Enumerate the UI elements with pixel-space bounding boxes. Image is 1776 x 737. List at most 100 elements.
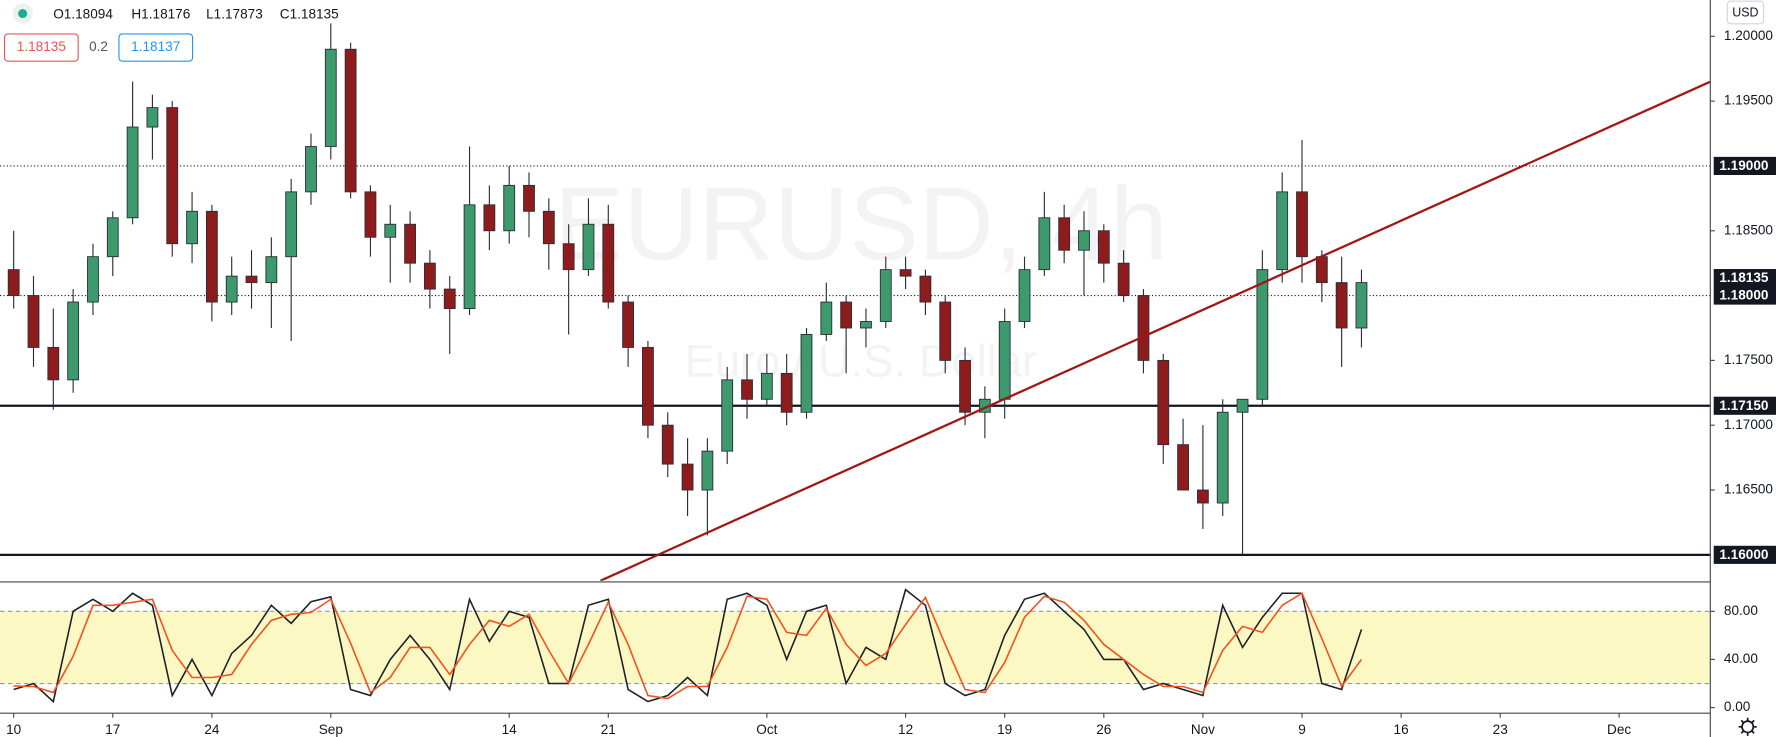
x-tick-label: Dec	[1607, 722, 1631, 737]
candle-body	[523, 184, 535, 212]
x-tick-label: Oct	[756, 722, 777, 737]
candle-body	[1335, 282, 1348, 329]
candle-body	[245, 275, 258, 284]
y-tick-label: 1.16500	[1724, 482, 1774, 497]
candle-body	[225, 275, 238, 303]
y-tick-label: 1.18500	[1724, 222, 1774, 237]
candle-body	[1276, 191, 1289, 271]
gear-teeth	[1738, 717, 1757, 736]
candle-body	[1315, 256, 1328, 284]
candle-body	[1097, 230, 1110, 264]
candle-body	[384, 223, 397, 238]
candle-body	[780, 372, 793, 413]
level-label: 1.18000	[1719, 288, 1768, 303]
candle-body	[562, 243, 575, 271]
candle-body	[166, 107, 179, 245]
x-tick-label: 19	[997, 722, 1012, 737]
candle-body	[721, 379, 734, 452]
candle-body	[998, 321, 1011, 400]
candle-body	[582, 223, 595, 271]
level-label-box	[1713, 156, 1776, 175]
candle-body	[47, 346, 60, 381]
stochastic-line	[13, 588, 1363, 704]
candle-body	[424, 262, 436, 290]
x-tick-label: 23	[1493, 722, 1508, 737]
candle-body	[126, 126, 139, 219]
candle-body	[1296, 191, 1308, 258]
x-tick-label: Sep	[319, 722, 343, 737]
y-tick-label: 40.00	[1724, 651, 1758, 666]
trendline	[599, 80, 1711, 581]
level-label: 1.17150	[1719, 398, 1768, 413]
candle-body	[1078, 230, 1090, 251]
x-tick-label: 10	[6, 722, 22, 737]
candle-body	[1018, 269, 1031, 322]
candle-body	[463, 204, 476, 309]
candle-body	[1236, 398, 1249, 413]
candle-body	[146, 107, 159, 128]
candle-body	[622, 301, 635, 348]
x-tick-label: 14	[502, 722, 518, 737]
candle-body	[106, 217, 119, 258]
y-tick-label: 80.00	[1724, 603, 1758, 618]
candle-body	[1157, 359, 1170, 446]
candle-body	[87, 256, 99, 303]
candle-body	[404, 223, 416, 264]
level-label: 1.19000	[1719, 158, 1768, 173]
candle-body	[1117, 262, 1130, 297]
candle-body	[186, 210, 198, 245]
axis-layer: 1.20000 1.19500 1.18500 1.17500 1.17000 1.165…	[6, 28, 1776, 737]
ohlc-low: L1.17873	[206, 6, 263, 21]
candle-body	[800, 334, 813, 413]
candle-body	[205, 210, 218, 303]
y-tick-label: 0.00	[1724, 699, 1751, 714]
candle-body	[305, 146, 317, 193]
candle-body	[1058, 217, 1071, 251]
price-label: 1.18135	[1719, 270, 1769, 285]
candle-body	[1038, 217, 1051, 271]
candle-body	[27, 295, 40, 348]
buy-button[interactable]	[118, 33, 194, 62]
band	[0, 611, 1711, 684]
ohlc-close: C1.18135	[280, 6, 339, 21]
y-tick-label: 1.17500	[1724, 352, 1774, 367]
y-tick-label: 1.19500	[1724, 93, 1774, 108]
candle-body	[443, 288, 456, 309]
x-tick-label: 16	[1394, 722, 1409, 737]
candle-body	[681, 463, 694, 491]
bid-price: 1.18135	[17, 39, 66, 54]
x-tick-label: 21	[601, 722, 616, 737]
level-label-box	[1713, 286, 1776, 305]
level-label-box	[1713, 396, 1776, 415]
watermark: EURUSD, 4h	[554, 167, 1168, 283]
stochastic-line	[13, 592, 1363, 700]
candle-body	[1196, 489, 1209, 504]
candle-body	[1137, 295, 1150, 361]
candle-body	[324, 48, 337, 147]
candle-body	[760, 372, 773, 400]
watermark-sub: Euro / U.S. Dollar	[685, 336, 1037, 387]
candle-body	[840, 301, 853, 329]
candle-body	[1355, 282, 1368, 329]
sell-button[interactable]	[3, 33, 79, 62]
x-tick-label: 17	[105, 722, 120, 737]
level-label: 1.16000	[1719, 547, 1768, 562]
ohlc-high: H1.18176	[131, 6, 190, 21]
x-tick-label: 24	[204, 722, 220, 737]
x-tick-label: 9	[1298, 722, 1306, 737]
candle-body	[642, 346, 654, 426]
currency-button[interactable]	[1726, 0, 1765, 25]
candle-body	[364, 191, 377, 238]
ohlc-open: O1.18094	[53, 6, 113, 21]
price-label-box	[1713, 269, 1776, 288]
candle-body	[483, 204, 496, 232]
x-tick-label: 12	[898, 722, 913, 737]
candle-body	[919, 275, 932, 303]
candle-body	[1256, 269, 1269, 400]
candle-body	[285, 191, 298, 258]
settings-icon[interactable]	[1738, 717, 1757, 736]
candle-body	[820, 301, 833, 335]
background-layer	[0, 610, 1711, 685]
candle-body	[1177, 444, 1189, 491]
